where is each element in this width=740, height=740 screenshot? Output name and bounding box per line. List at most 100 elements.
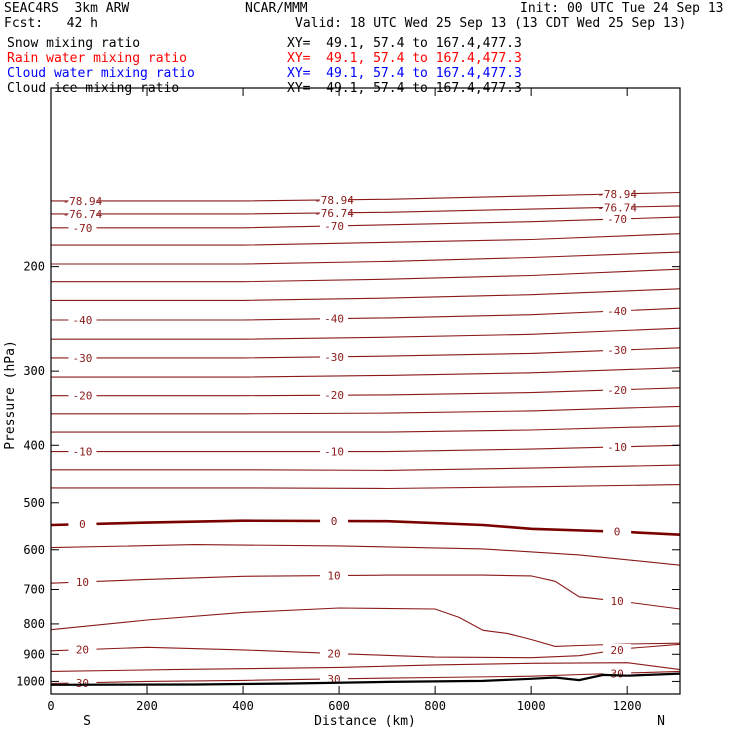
- isotherm-label-bg: [68, 518, 97, 531]
- isotherm-label-bg: [603, 213, 632, 226]
- isotherm-label: 30: [327, 673, 340, 686]
- isotherm-label: -70: [607, 213, 627, 226]
- isotherm-line: [51, 367, 681, 378]
- x-tick-label: 1000: [517, 699, 546, 713]
- isotherm-label-bg: [68, 313, 97, 326]
- x-axis-label: Distance (km): [314, 714, 416, 729]
- isotherm-label: -40: [324, 313, 344, 326]
- isotherm-line: [51, 405, 681, 415]
- isotherm-label: 20: [76, 644, 89, 657]
- isotherm-label-bg: [68, 445, 97, 458]
- isotherm-label: -70: [73, 222, 93, 235]
- plot-frame: [50, 87, 681, 695]
- y-tick-label: 600: [23, 543, 45, 557]
- isotherm-label-bg: [320, 312, 349, 325]
- isotherm-line: [51, 387, 681, 397]
- isotherm-label: 0: [614, 526, 621, 539]
- y-axis-label: Pressure (hPa): [3, 340, 18, 450]
- isotherm-line: [50, 662, 681, 672]
- header-init-model: SEAC4RS 3km ARW: [4, 1, 130, 16]
- isotherm-label: -10: [607, 441, 627, 454]
- y-tick-label: 700: [23, 583, 45, 597]
- isotherm-line: [51, 327, 681, 340]
- header-forecast-hour: Fcst: 42 h: [4, 16, 98, 31]
- isotherm-line: [51, 233, 681, 246]
- isotherm-label: -10: [73, 446, 93, 459]
- isotherm-label: -78.94: [597, 188, 637, 201]
- isotherm-label: 20: [610, 644, 623, 657]
- field-xy-cloud-water: XY= 49.1, 57.4 to 167.4,477.3: [287, 66, 522, 81]
- isotherm-label-bg: [320, 445, 349, 458]
- x-end-label-south: S: [83, 714, 91, 729]
- isotherm-line: [51, 484, 681, 490]
- isotherm-label: -30: [324, 351, 344, 364]
- isotherm-label: -76.74: [314, 207, 354, 220]
- isotherm-line: [51, 307, 681, 321]
- x-end-label-north: N: [657, 714, 665, 729]
- isotherm-contours: -78.94 -78.94 -78.94-76.74 -76.74 -76.74-70-…: [50, 187, 681, 690]
- y-tick-label: 300: [23, 364, 45, 378]
- isotherm-line: [51, 425, 681, 433]
- isotherm-label: -20: [73, 390, 93, 403]
- isotherm-label: -10: [324, 446, 344, 459]
- field-xy-snow: XY= 49.1, 57.4 to 167.4,477.3: [287, 36, 522, 51]
- isotherm-label: 10: [610, 595, 623, 608]
- isotherm-label-bg: [320, 350, 349, 363]
- isotherm-line: [51, 444, 681, 453]
- isotherm-label: 0: [79, 518, 86, 531]
- field-label-rain: Rain water mixing ratio: [7, 51, 188, 66]
- y-tick-label: 800: [23, 617, 45, 631]
- isotherm-label-bg: [603, 525, 632, 538]
- isotherm-label-bg: [68, 207, 97, 220]
- terrain-surface-line: [50, 672, 681, 686]
- isotherm-label: -40: [73, 314, 93, 327]
- y-tick-label: 400: [23, 438, 45, 452]
- isotherm-line: [50, 607, 681, 647]
- isotherm-label-bg: [320, 193, 349, 206]
- x-tick-label: 0: [47, 699, 54, 713]
- isotherm-line: [50, 519, 681, 536]
- isotherm-label: -78.94: [63, 195, 103, 208]
- terrain-layer: [50, 672, 681, 686]
- field-label-snow: Snow mixing ratio: [7, 36, 141, 51]
- isotherm-label: 30: [610, 667, 623, 680]
- field-xy-rain: XY= 49.1, 57.4 to 167.4,477.3: [287, 51, 522, 66]
- x-tick-label: 400: [232, 699, 254, 713]
- isotherm-label: 10: [327, 570, 340, 583]
- isotherm-label: -30: [607, 344, 627, 357]
- isotherm-label: -30: [73, 352, 93, 365]
- isotherm-label-bg: [320, 569, 349, 582]
- header-org: NCAR/MMM: [245, 1, 308, 16]
- isotherm-label-bg: [603, 440, 632, 453]
- isotherm-label-bg: [320, 206, 349, 219]
- isotherm-label: 0: [331, 515, 338, 528]
- field-label-cloud-water: Cloud water mixing ratio: [7, 66, 195, 81]
- isotherm-label: 30: [76, 677, 89, 690]
- y-tick-label: 500: [23, 496, 45, 510]
- isotherm-label-bg: [320, 219, 349, 232]
- isotherm-label-bg: [68, 389, 97, 402]
- isotherm-line: [51, 347, 681, 359]
- isotherm-label-bg: [603, 644, 632, 657]
- isotherm-line: [50, 643, 681, 659]
- isotherm-label-bg: [68, 575, 97, 588]
- isotherm-line: [51, 216, 681, 229]
- isotherm-label-bg: [603, 594, 632, 607]
- isotherm-label: -20: [324, 389, 344, 402]
- isotherm-label: 20: [327, 648, 340, 661]
- header-valid-time: Valid: 18 UTC Wed 25 Sep 13 (13 CDT Wed …: [295, 16, 687, 31]
- isotherm-line: [50, 574, 681, 610]
- y-tick-label: 900: [23, 647, 45, 661]
- isotherm-label: -40: [607, 305, 627, 318]
- isotherm-label-bg: [68, 643, 97, 656]
- isotherm-label: -70: [324, 220, 344, 233]
- isotherm-line: [51, 268, 681, 283]
- x-tick-label: 600: [328, 699, 350, 713]
- x-tick-label: 1200: [613, 699, 642, 713]
- y-tick-label: 1000: [16, 674, 45, 688]
- isotherm-label-bg: [68, 221, 97, 234]
- isotherm-line: [51, 205, 681, 215]
- isotherm-label: -76.74: [63, 208, 103, 221]
